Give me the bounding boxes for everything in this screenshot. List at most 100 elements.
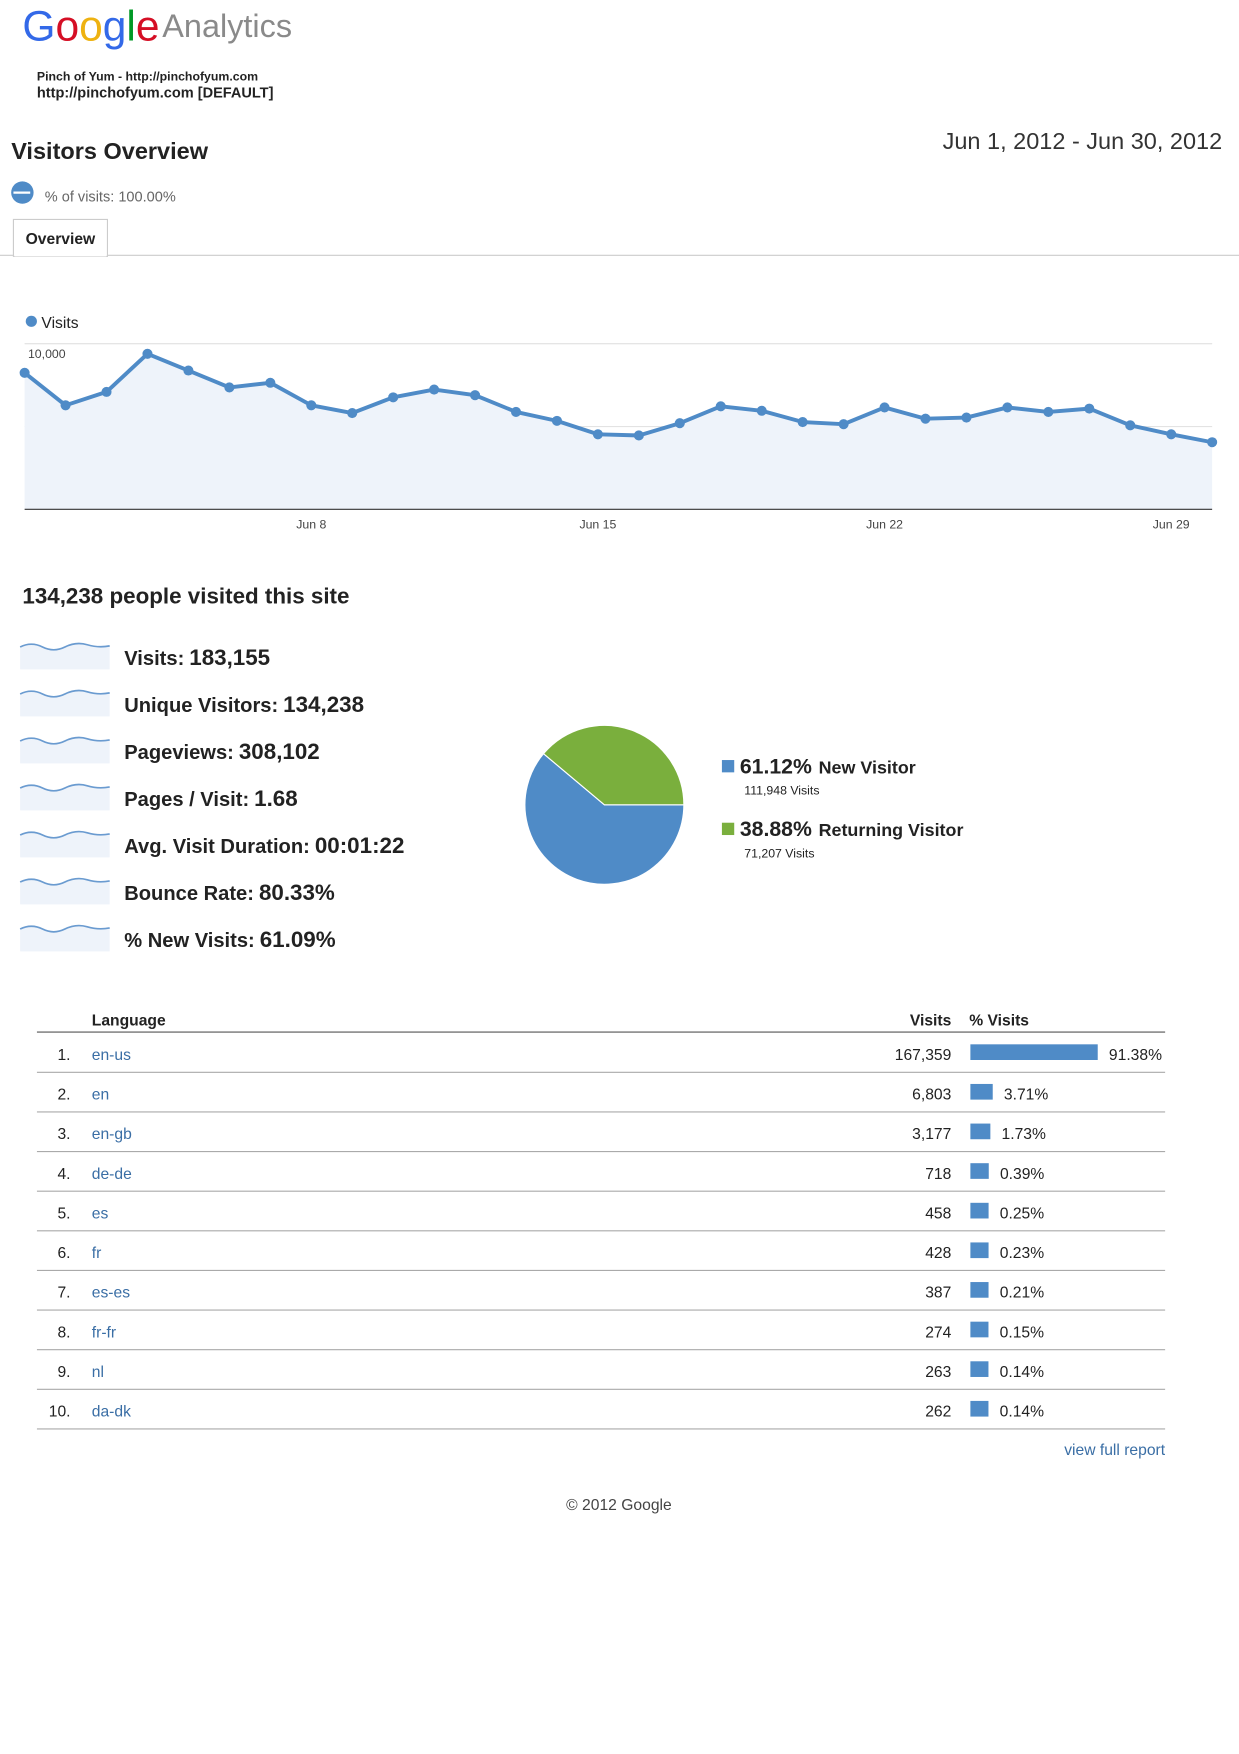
pct-bar — [970, 1400, 989, 1417]
point — [183, 365, 194, 376]
view-full-report[interactable]: view full report — [1064, 1442, 1166, 1459]
language[interactable]: en-us — [92, 1047, 131, 1064]
rank: 1. — [57, 1047, 70, 1064]
visits: 458 — [925, 1205, 951, 1222]
sparkline-area — [20, 690, 110, 717]
pct-bar — [970, 1361, 989, 1377]
pie-slice — [524, 752, 685, 885]
point — [1166, 429, 1177, 440]
point — [633, 430, 644, 441]
visits: 263 — [925, 1364, 951, 1381]
pct-bar — [970, 1202, 989, 1219]
language[interactable]: es-es — [92, 1285, 130, 1302]
sparkline — [19, 830, 110, 839]
rank: 4. — [57, 1166, 70, 1183]
slice-name: New Visitor — [819, 757, 916, 777]
visits: 274 — [925, 1324, 951, 1341]
visits: 718 — [925, 1166, 951, 1183]
metric-value: 61.09% — [260, 927, 336, 952]
sparkline-area — [20, 831, 110, 858]
pct-label: 0.21% — [1000, 1285, 1044, 1302]
point — [920, 413, 931, 424]
pct-label: 91.38% — [1109, 1047, 1162, 1064]
x-tick-label: Jun 8 — [296, 517, 326, 531]
visits: 3,177 — [912, 1126, 951, 1143]
point — [388, 392, 399, 403]
slice-visits: 71,207 Visits — [744, 846, 814, 860]
line — [23, 351, 1213, 445]
pct-label: 0.14% — [1000, 1364, 1044, 1381]
metric: Pageviews: 308,102 — [124, 739, 320, 764]
slice-value-label: 38.88% — [740, 817, 812, 841]
sparkline-area — [20, 925, 110, 952]
metric: Visits: 183,155 — [124, 645, 270, 670]
slice-name: Returning Visitor — [819, 820, 964, 840]
point — [19, 367, 30, 378]
rank: 3. — [57, 1126, 70, 1143]
point — [838, 419, 849, 430]
language[interactable]: en — [92, 1087, 109, 1104]
point — [142, 348, 153, 359]
metric: Bounce Rate: 80.33% — [124, 880, 335, 905]
point — [551, 415, 562, 426]
logo: Google — [22, 2, 159, 50]
pct-bar — [970, 1083, 993, 1100]
metric-label: % New Visits: — [124, 930, 255, 952]
language[interactable]: da-dk — [92, 1404, 131, 1421]
tab[interactable] — [12, 218, 109, 257]
point — [470, 390, 481, 401]
language[interactable]: en-gb — [92, 1126, 132, 1143]
pct-bar — [970, 1321, 989, 1338]
metric: Unique Visitors: 134,238 — [124, 692, 364, 717]
pct-bar — [970, 1123, 991, 1140]
metric-value: 183,155 — [189, 645, 270, 670]
point — [715, 401, 726, 412]
sparkline-area — [20, 878, 110, 905]
pct-label: 0.39% — [1000, 1166, 1044, 1183]
pct-label: 0.14% — [1000, 1404, 1044, 1421]
point — [592, 429, 603, 440]
date-range[interactable]: Jun 1, 2012 - Jun 30, 2012 — [943, 128, 1223, 154]
summary: 134,238 people visited this site — [22, 583, 349, 608]
pct-bar — [970, 1044, 1098, 1060]
column-header: Visits — [910, 1012, 952, 1029]
point — [1043, 406, 1054, 417]
point — [429, 384, 440, 395]
visits: 428 — [925, 1245, 951, 1262]
rank: 7. — [57, 1285, 70, 1302]
language[interactable]: nl — [92, 1364, 104, 1381]
pct-label: 0.15% — [1000, 1324, 1044, 1341]
sparkline — [19, 642, 110, 651]
pct-bar — [970, 1242, 989, 1259]
metric-value: 134,238 — [283, 692, 364, 717]
metric-label: Unique Visitors: — [124, 695, 278, 717]
sparkline-area — [20, 784, 110, 811]
point — [1207, 437, 1218, 448]
metric-value: 00:01:22 — [315, 833, 405, 858]
rank: 2. — [57, 1087, 70, 1104]
language[interactable]: fr-fr — [92, 1324, 116, 1341]
metric-value: 80.33% — [259, 880, 335, 905]
segment: % of visits: 100.00% — [45, 190, 176, 206]
metric: % New Visits: 61.09% — [124, 927, 335, 952]
y-tick-label: 10,000 — [28, 347, 66, 361]
report-title: Visitors Overview — [11, 138, 209, 164]
rank: 6. — [57, 1245, 70, 1262]
language[interactable]: es — [92, 1205, 109, 1222]
sparkline — [19, 736, 110, 745]
sparkline-area — [20, 643, 110, 670]
legend-label: Visits — [41, 315, 78, 332]
language[interactable]: fr — [92, 1245, 102, 1262]
point — [961, 412, 972, 423]
x-tick-label: Jun 29 — [1153, 517, 1190, 531]
x-tick-label: Jun 22 — [866, 517, 903, 531]
point — [674, 418, 685, 429]
language[interactable]: de-de — [92, 1166, 132, 1183]
point — [1084, 403, 1095, 414]
metric: Avg. Visit Duration: 00:01:22 — [124, 833, 404, 858]
tab-label[interactable]: Overview — [26, 231, 96, 248]
profile: http://pinchofyum.com [DEFAULT] — [37, 85, 274, 101]
metric-value: 1.68 — [254, 786, 298, 811]
point — [60, 400, 71, 411]
